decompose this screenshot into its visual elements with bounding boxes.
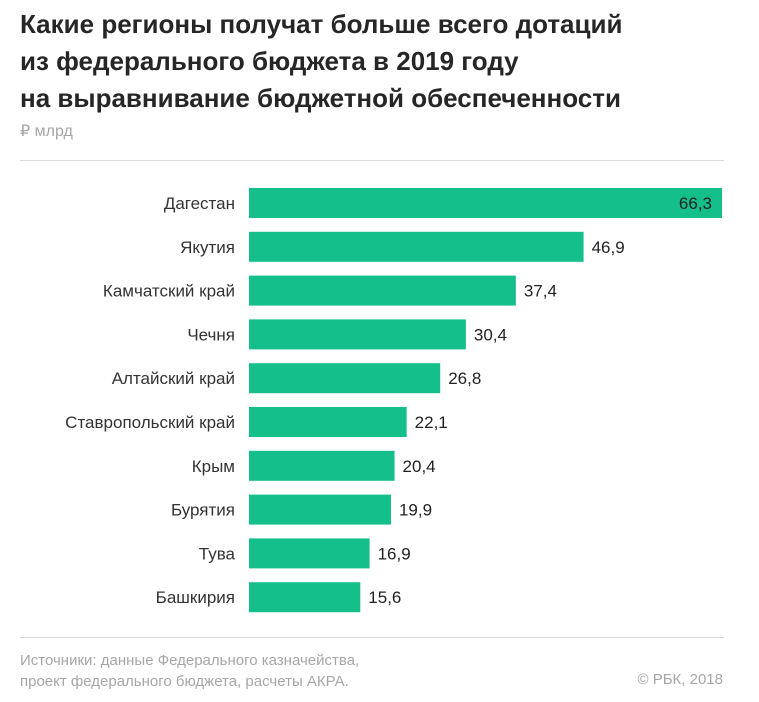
top-divider: [20, 160, 724, 161]
bar: [249, 363, 441, 394]
value-label: 19,9: [399, 501, 432, 520]
category-label: Крым: [192, 457, 235, 476]
category-label: Ставропольский край: [65, 413, 235, 432]
bar: [249, 231, 584, 262]
value-label: 30,4: [474, 325, 507, 344]
bottom-divider: [20, 637, 724, 638]
value-label: 66,3: [679, 194, 712, 213]
category-label: Тува: [199, 544, 236, 563]
category-label: Башкирия: [156, 588, 235, 607]
value-label: 26,8: [448, 369, 481, 388]
category-label: Чечня: [187, 325, 235, 344]
value-label: 20,4: [403, 457, 436, 476]
value-label: 37,4: [524, 282, 557, 301]
unit-label: ₽ млрд: [20, 123, 73, 140]
chart-title-line: Какие регионы получат больше всего дотац…: [20, 9, 623, 39]
bar: [249, 407, 407, 437]
value-label: 15,6: [368, 588, 401, 607]
bar-chart: Дагестан 66,3 Якутия 46,9 Камчатский край 37,…: [65, 188, 722, 613]
bar: [249, 319, 466, 350]
category-label: Дагестан: [164, 194, 235, 213]
chart-title-line: на выравнивание бюджетной обеспеченности: [20, 83, 621, 113]
category-label: Бурятия: [171, 501, 235, 520]
copyright: © РБК, 2018: [637, 671, 723, 688]
category-label: Алтайский край: [112, 369, 235, 388]
source-note: Источники: данные Федерального казначейс…: [20, 650, 359, 692]
source-line: проект федерального бюджета, расчеты АКР…: [20, 673, 349, 690]
source-line: Источники: данные Федерального казначейс…: [20, 652, 360, 669]
bar: [249, 582, 361, 613]
chart-title: Какие регионы получат больше всего дотац…: [20, 6, 740, 117]
bar: [249, 494, 391, 525]
value-label: 46,9: [592, 238, 625, 257]
bar: [249, 538, 370, 569]
bar: [249, 275, 516, 306]
value-label: 16,9: [378, 544, 411, 563]
category-label: Камчатский край: [103, 282, 235, 301]
bar: [249, 450, 395, 481]
value-label: 22,1: [415, 413, 448, 432]
category-label: Якутия: [180, 238, 235, 257]
bar: [249, 188, 722, 218]
chart-title-line: из федерального бюджета в 2019 году: [20, 46, 519, 76]
